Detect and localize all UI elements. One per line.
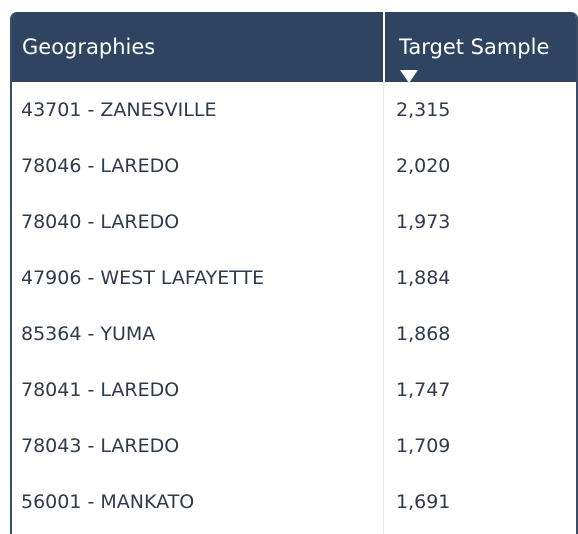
table-row: 47906 - WEST LAFAYETTE 1,884 xyxy=(12,250,576,306)
column-header-geographies[interactable]: Geographies xyxy=(12,12,383,82)
table-row: 78043 - LAREDO 1,709 xyxy=(12,418,576,474)
table-header: Geographies Target Sample xyxy=(12,12,576,83)
geography-cell: 78040 - LAREDO xyxy=(21,211,180,233)
table-row: 78040 - LAREDO 1,973 xyxy=(12,194,576,250)
geography-cell: 56001 - MANKATO xyxy=(21,491,195,513)
target-sample-cell: 1,709 xyxy=(396,435,451,457)
table-row: 56001 - MANKATO 1,691 xyxy=(12,474,576,530)
target-sample-cell: 1,884 xyxy=(396,267,451,289)
table-row: 43701 - ZANESVILLE 2,315 xyxy=(12,82,576,138)
target-sample-cell: 1,747 xyxy=(396,379,451,401)
target-sample-cell: 2,315 xyxy=(396,99,451,121)
column-divider xyxy=(383,82,384,534)
geography-cell: 78043 - LAREDO xyxy=(21,435,180,457)
table-row: 78046 - LAREDO 2,020 xyxy=(12,138,576,194)
geography-cell: 78041 - LAREDO xyxy=(21,379,180,401)
column-header-geographies-label: Geographies xyxy=(22,35,156,59)
column-header-target-sample[interactable]: Target Sample xyxy=(383,12,576,83)
geography-cell: 85364 - YUMA xyxy=(21,323,156,345)
column-header-target-sample-label: Target Sample xyxy=(399,35,550,59)
data-table: Geographies Target Sample 43701 - ZANESV… xyxy=(10,12,578,534)
table-row: 78041 - LAREDO 1,747 xyxy=(12,362,576,418)
target-sample-cell: 1,973 xyxy=(396,211,451,233)
table-body: 43701 - ZANESVILLE 2,315 78046 - LAREDO … xyxy=(12,82,576,534)
geography-cell: 78046 - LAREDO xyxy=(21,155,180,177)
geography-cell: 47906 - WEST LAFAYETTE xyxy=(21,267,265,289)
target-sample-cell: 2,020 xyxy=(396,155,451,177)
target-sample-cell: 1,868 xyxy=(396,323,451,345)
table-row: 85364 - YUMA 1,868 xyxy=(12,306,576,362)
sort-desc-icon[interactable] xyxy=(400,70,418,83)
geography-cell: 43701 - ZANESVILLE xyxy=(21,99,217,121)
target-sample-cell: 1,691 xyxy=(396,491,451,513)
